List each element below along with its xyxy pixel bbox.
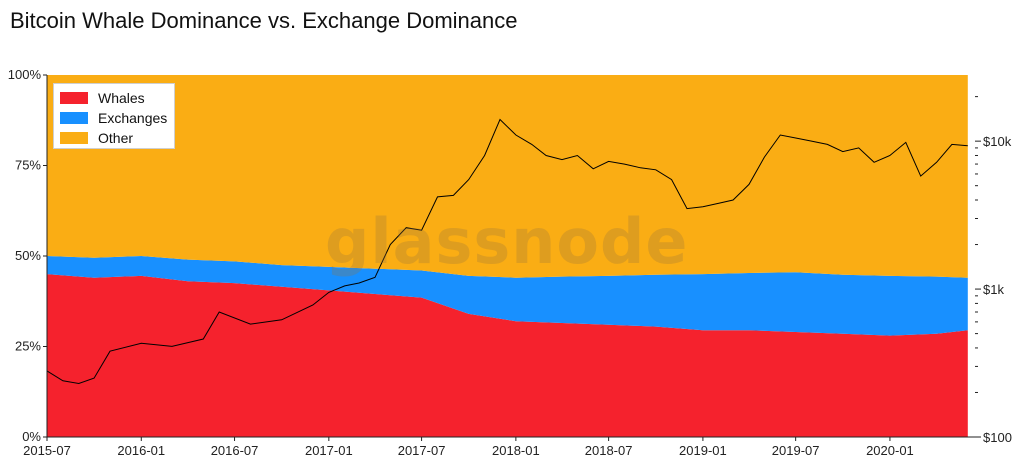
- legend-swatch-whales: [60, 92, 88, 104]
- y-tick-label: 0%: [22, 429, 41, 444]
- legend-swatch-exchanges: [60, 112, 88, 124]
- right-tick-label: $1k: [983, 282, 1004, 297]
- x-tick-label: 2018-01: [492, 443, 540, 458]
- y-tick-label: 25%: [15, 339, 41, 354]
- price-line-path: [46, 118, 968, 385]
- legend-item-whales[interactable]: Whales: [60, 88, 168, 108]
- right-tick-label: $100: [983, 430, 1012, 445]
- legend-label-other: Other: [98, 130, 134, 146]
- x-tick-label: 2017-01: [305, 443, 353, 458]
- x-tick-label: 2016-07: [211, 443, 259, 458]
- watermark: glassnode: [325, 205, 689, 278]
- legend-label-exchanges: Exchanges: [98, 110, 168, 126]
- area-whales: [47, 274, 968, 437]
- x-tick-label: 2016-01: [117, 443, 165, 458]
- y-tick-label: 50%: [15, 248, 41, 263]
- legend-item-other[interactable]: Other: [60, 128, 168, 148]
- legend: Whales Exchanges Other: [53, 83, 175, 149]
- right-tick-label: $10k: [983, 134, 1012, 149]
- y-tick-label: 100%: [8, 67, 42, 82]
- x-tick-label: 2019-07: [772, 443, 820, 458]
- x-tick-label: 2019-01: [679, 443, 727, 458]
- legend-swatch-other: [60, 132, 88, 144]
- x-tick-label: 2020-01: [866, 443, 914, 458]
- stacked-areas: [47, 75, 968, 437]
- y-tick-label: 75%: [15, 158, 41, 173]
- x-tick-label: 2017-07: [398, 443, 446, 458]
- x-tick-label: 2015-07: [23, 443, 71, 458]
- legend-item-exchanges[interactable]: Exchanges: [60, 108, 168, 128]
- axes: 0% 25% 50% 75% 100% 2015-07 2016-01 2016-07 2017…: [8, 67, 1012, 458]
- legend-label-whales: Whales: [98, 90, 145, 106]
- price-line: [46, 118, 968, 385]
- area-other: [47, 75, 968, 278]
- x-tick-label: 2018-07: [585, 443, 633, 458]
- chart-title: Bitcoin Whale Dominance vs. Exchange Dom…: [10, 8, 518, 33]
- area-exchanges: [47, 256, 968, 336]
